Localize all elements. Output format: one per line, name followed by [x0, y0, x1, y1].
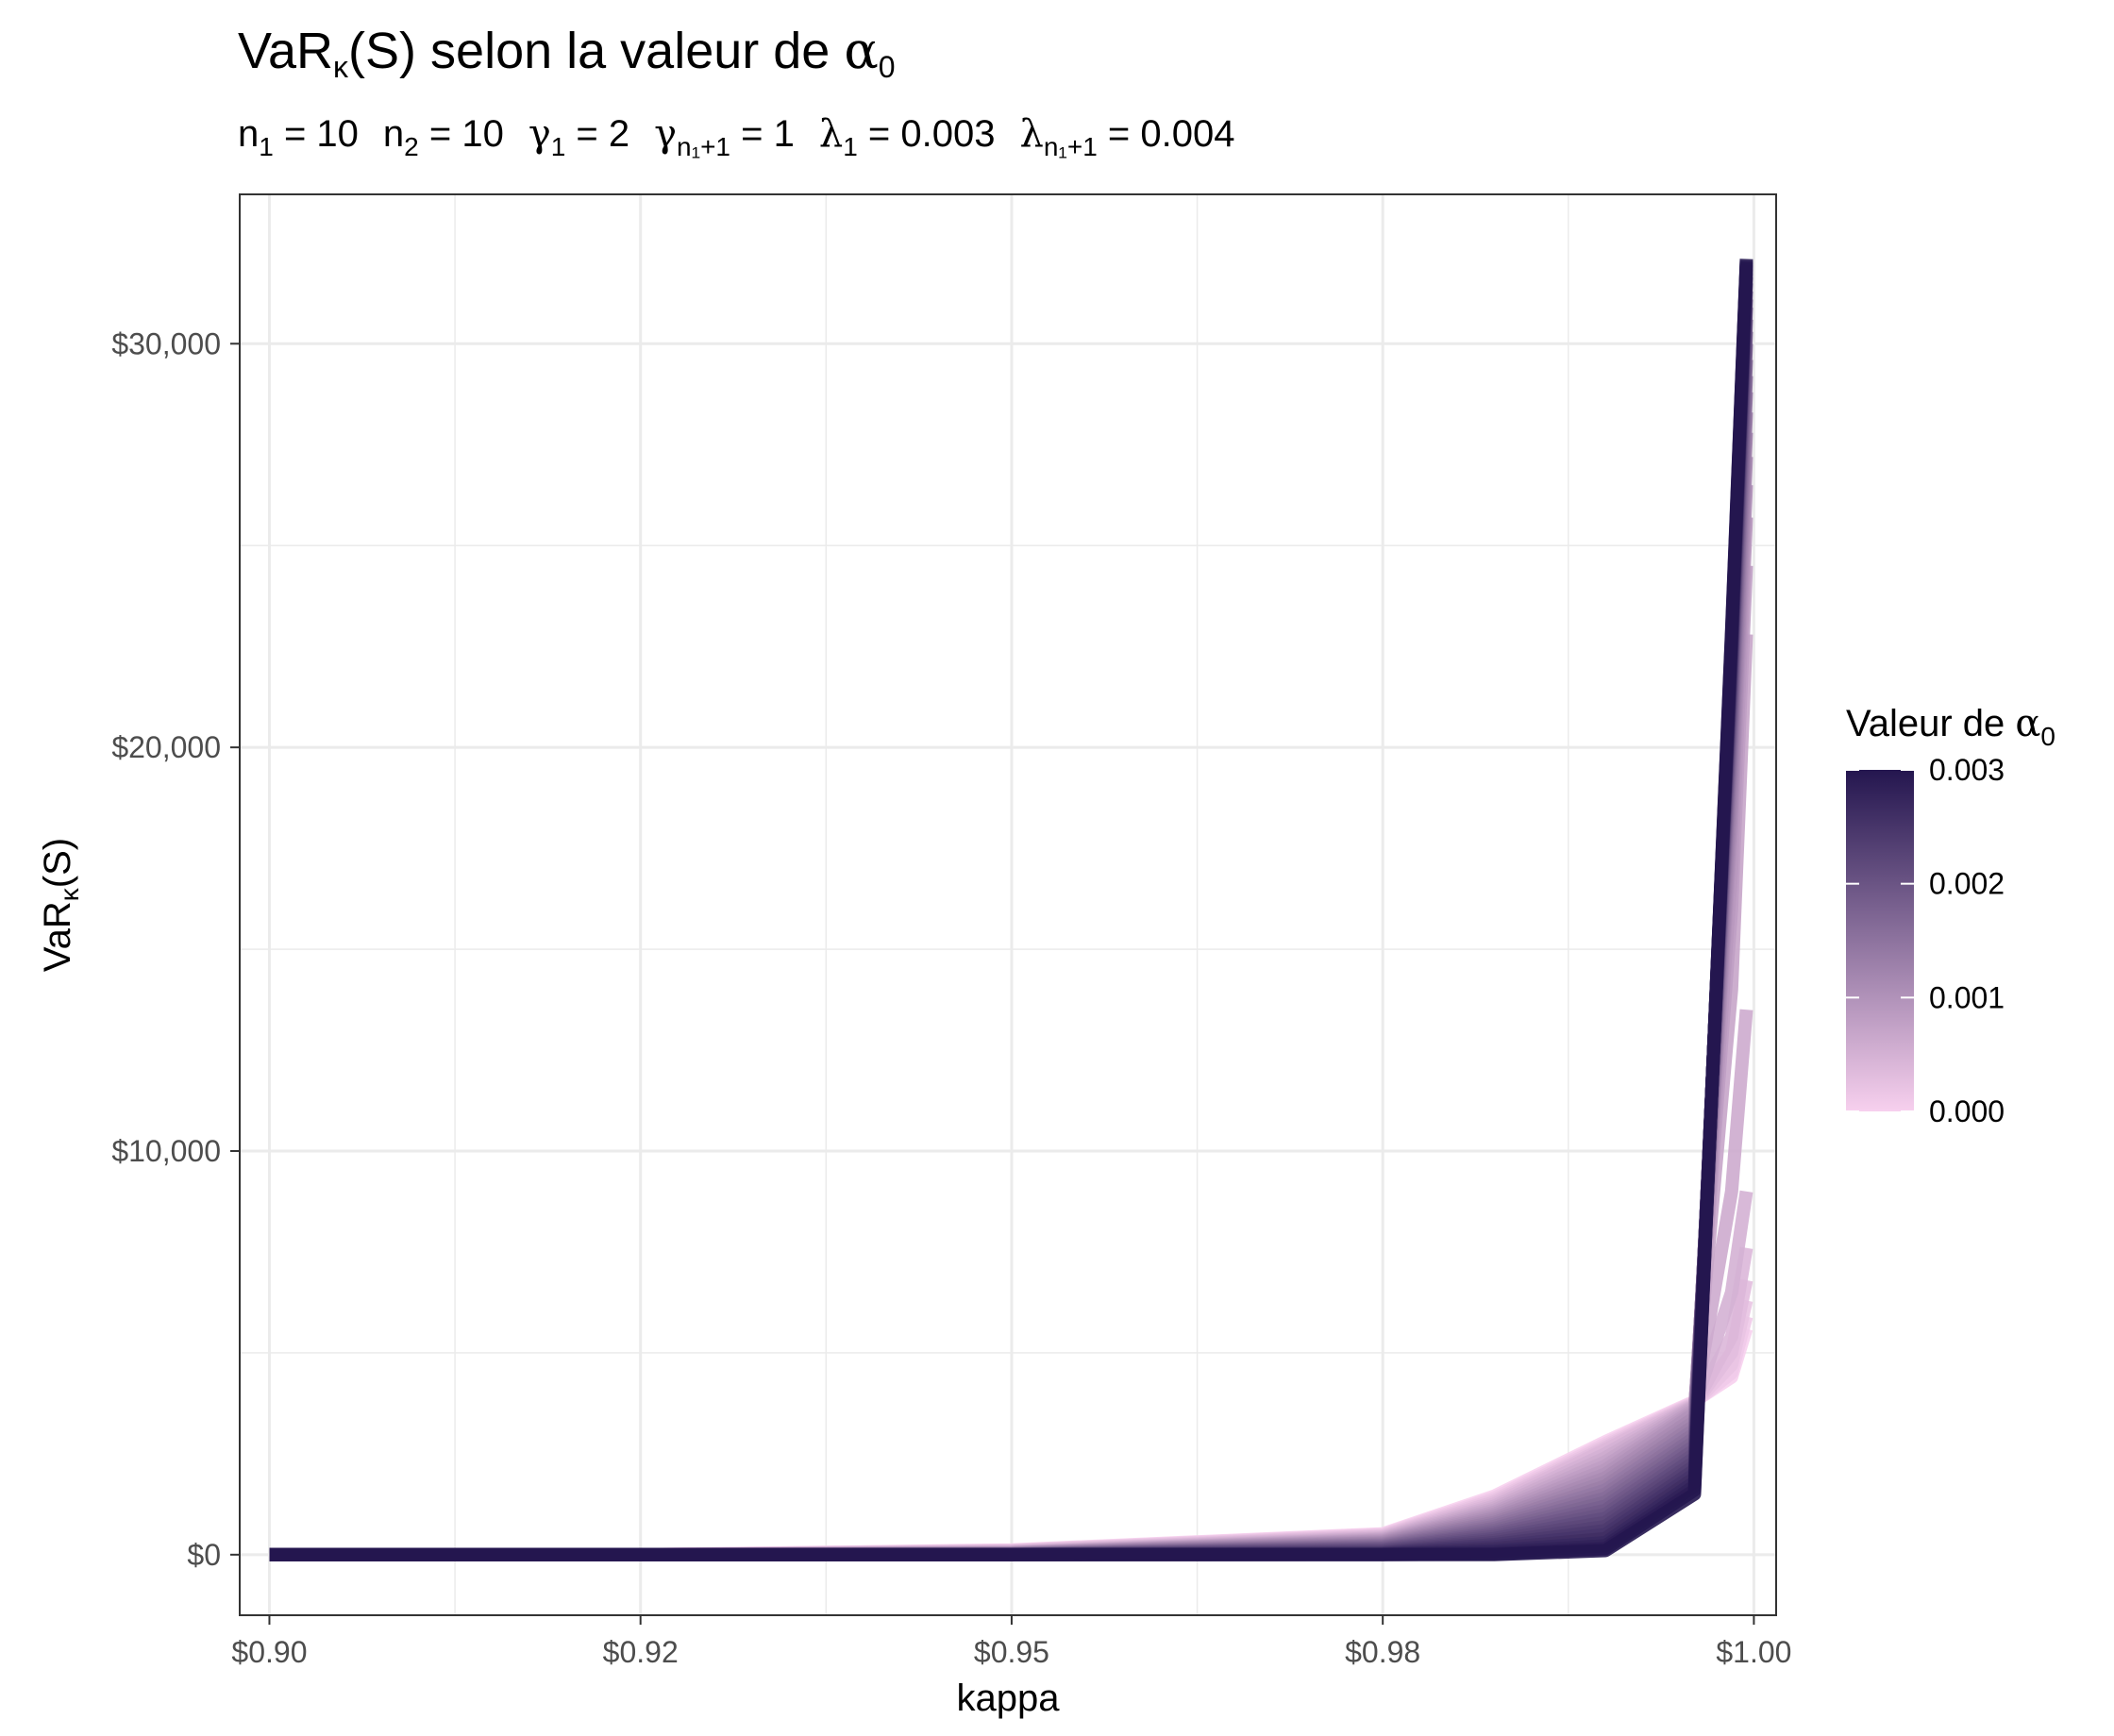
legend-tick-label: 0.003	[1929, 753, 2005, 787]
subtitle-param-name: λ	[1019, 112, 1043, 156]
chart-subtitle: n1 = 10 n2 = 10 γ1 = 2 γn₁+1 = 1 λ1 = 0.003 λ…	[238, 112, 1234, 161]
x-tick-label: $0.90	[231, 1635, 307, 1669]
x-tick-label: $0.95	[974, 1635, 1049, 1669]
subtitle-param-name: n	[383, 113, 404, 155]
plot-panel	[240, 194, 1776, 1615]
series-line	[269, 259, 1753, 1561]
y-tick-label: $30,000	[111, 326, 221, 360]
subtitle-param-value: = 0.003	[858, 113, 996, 155]
legend-tick-label: 0.000	[1929, 1094, 2005, 1128]
subtitle-param-subscript: 1	[843, 132, 858, 161]
x-tick-label: $0.98	[1345, 1635, 1420, 1669]
x-tick-label: $1.00	[1716, 1635, 1791, 1669]
x-tick-label: $0.92	[603, 1635, 679, 1669]
subtitle-param-value: = 2	[565, 113, 629, 155]
legend-ticks: 0.003 0.002 0.001 0.000	[1846, 753, 2005, 1128]
subtitle-param-subscript: n₁+1	[1044, 132, 1098, 161]
axes: $0.90 $0.92 $0.95 $0.98 $1.00 $0 $10,000 $20,00…	[111, 326, 1791, 1669]
subtitle-param-subscript: 2	[404, 132, 419, 161]
y-tick-label: $20,000	[111, 730, 221, 764]
legend-tick-label: 0.002	[1929, 867, 2005, 901]
subtitle-param-value: = 10	[419, 113, 504, 155]
y-tick-label: $10,000	[111, 1134, 221, 1168]
legend-colorbar	[1846, 770, 1914, 1111]
legend-tick-label: 0.001	[1929, 980, 2005, 1014]
subtitle-param-name: γ	[528, 112, 551, 156]
subtitle-param-subscript: 1	[551, 132, 566, 161]
y-axis-title: VaRκ(S)	[37, 838, 84, 972]
subtitle-param-name: λ	[819, 112, 843, 156]
legend-title: Valeur de α0	[1846, 702, 2055, 751]
y-tick-label: $0	[187, 1538, 221, 1572]
subtitle-param-value: = 0.004	[1098, 113, 1235, 155]
plot-border	[239, 193, 1777, 1616]
subtitle-param-subscript: 1	[259, 132, 274, 161]
subtitle-param-name: n	[238, 113, 259, 155]
subtitle-param-name: γ	[654, 112, 677, 156]
x-axis-title: kappa	[957, 1678, 1061, 1719]
subtitle-param-subscript: n₁+1	[677, 132, 730, 161]
chart-title: VaRκ(S) selon la valeur de α0	[238, 21, 896, 84]
series-lines	[269, 259, 1753, 1561]
subtitle-param-value: = 10	[274, 113, 359, 155]
subtitle-param-value: = 1	[730, 113, 795, 155]
